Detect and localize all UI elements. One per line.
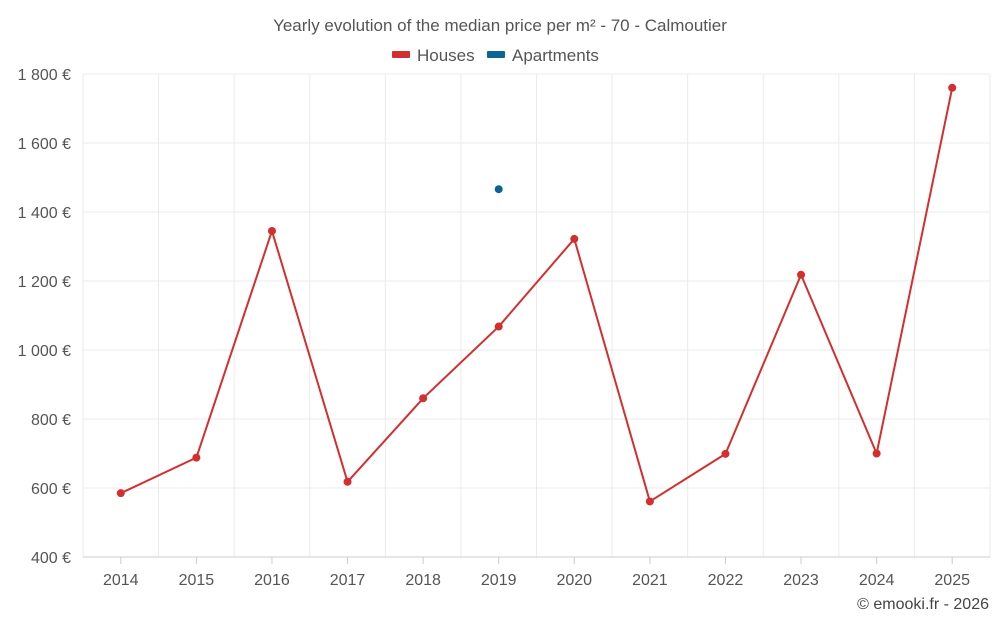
y-tick-label: 1 600 € — [18, 136, 71, 153]
x-tick-label: 2025 — [934, 572, 970, 589]
data-point-houses[interactable] — [192, 453, 201, 462]
legend-item-houses[interactable]: Houses — [392, 46, 475, 65]
x-tick-label: 2021 — [632, 572, 668, 589]
series-line-houses — [120, 87, 954, 503]
data-point-apartments[interactable] — [494, 185, 503, 194]
legend-label-apartments: Apartments — [512, 46, 599, 65]
y-tick-label: 600 € — [31, 481, 71, 498]
y-tick-label: 1 800 € — [18, 67, 71, 84]
grid — [82, 73, 991, 557]
x-tick-label: 2023 — [783, 572, 819, 589]
y-tick-label: 1 200 € — [18, 274, 71, 291]
y-tick-label: 400 € — [31, 550, 71, 567]
data-point-houses[interactable] — [116, 489, 125, 498]
data-point-houses[interactable] — [645, 497, 654, 506]
legend-item-apartments[interactable]: Apartments — [487, 46, 599, 65]
x-tick-label: 2016 — [254, 572, 290, 589]
legend-swatch-apartments — [487, 51, 505, 58]
data-point-houses[interactable] — [494, 322, 503, 331]
data-point-houses[interactable] — [343, 477, 352, 486]
data-point-houses[interactable] — [267, 226, 276, 235]
x-tick-label: 2022 — [708, 572, 744, 589]
y-tick-label: 800 € — [31, 412, 71, 429]
data-point-houses[interactable] — [948, 83, 957, 92]
x-tick-label: 2018 — [405, 572, 441, 589]
y-tick-label: 1 400 € — [18, 205, 71, 222]
x-tick-label: 2019 — [481, 572, 517, 589]
x-tick-label: 2014 — [103, 572, 139, 589]
legend: Houses Apartments — [392, 46, 599, 65]
data-point-houses[interactable] — [721, 449, 730, 458]
data-point-houses[interactable] — [872, 449, 881, 458]
chart-title: Yearly evolution of the median price per… — [273, 16, 727, 35]
series — [116, 83, 957, 506]
legend-label-houses: Houses — [417, 46, 475, 65]
x-tick-label: 2024 — [859, 572, 895, 589]
data-point-houses[interactable] — [419, 394, 428, 403]
axes: 400 € 600 € 800 € 1 000 € 1 200 € 1 400 € 1 60… — [18, 67, 990, 589]
x-tick-label: 2020 — [556, 572, 592, 589]
data-point-houses[interactable] — [797, 270, 806, 279]
footer-credit: © emooki.fr - 2026 — [857, 596, 989, 613]
legend-swatch-houses — [392, 51, 410, 58]
y-tick-label: 1 000 € — [18, 343, 71, 360]
data-point-houses[interactable] — [570, 234, 579, 243]
x-tick-label: 2017 — [330, 572, 366, 589]
x-tick-label: 2015 — [179, 572, 215, 589]
